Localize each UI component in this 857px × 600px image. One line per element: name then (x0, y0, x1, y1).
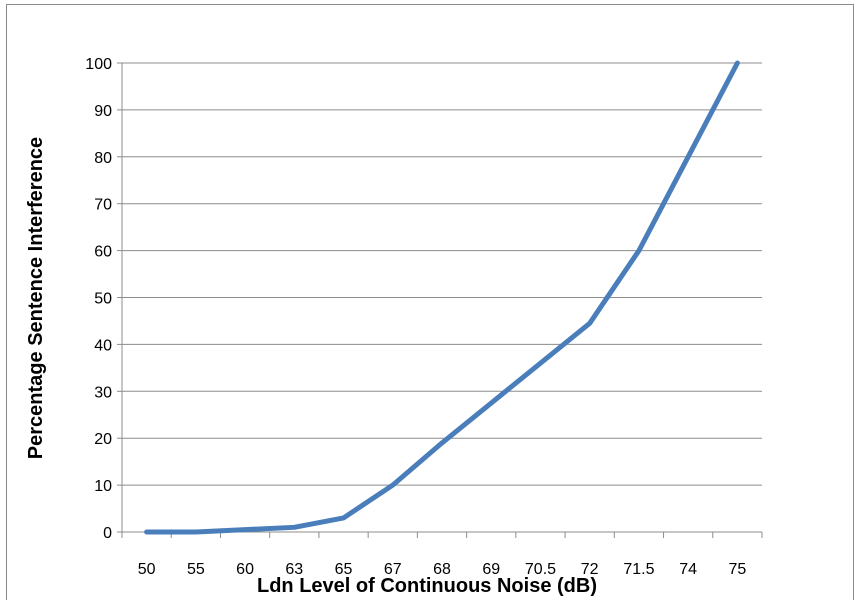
x-tick-label: 55 (187, 561, 205, 578)
x-axis-title: Ldn Level of Continuous Noise (dB) (257, 575, 597, 597)
series-layer (144, 60, 740, 535)
x-tick-label: 71.5 (623, 561, 654, 578)
y-tick-label: 0 (103, 525, 112, 542)
x-tick-label: 69 (482, 561, 500, 578)
y-tick-label: 50 (94, 291, 112, 308)
y-tick-label: 30 (94, 384, 112, 401)
x-tick-label: 74 (679, 561, 697, 578)
y-tick-label: 80 (94, 150, 112, 167)
x-tick-label: 50 (138, 561, 156, 578)
y-tick-labels: 0 10 20 30 40 50 60 70 80 90 100 (85, 56, 112, 542)
x-tick-label: 67 (384, 561, 402, 578)
y-tick-label: 10 (94, 478, 112, 495)
x-tick-label: 60 (236, 561, 254, 578)
y-tick-label: 20 (94, 431, 112, 448)
axes (121, 63, 763, 538)
x-tick-label: 68 (433, 561, 451, 578)
chart-frame (6, 4, 854, 600)
gridlines (117, 62, 762, 533)
y-tick-label: 40 (94, 337, 112, 354)
x-tick-labels: 50 55 60 63 65 67 68 69 70.5 72 71.5 74 75 (138, 561, 747, 578)
y-tick-label: 100 (85, 56, 112, 73)
y-tick-label: 90 (94, 103, 112, 120)
x-tick-label: 72 (581, 561, 599, 578)
x-tick-label: 63 (285, 561, 303, 578)
y-axis-title: Percentage Sentence Interference (25, 137, 47, 459)
x-tick-label: 75 (728, 561, 746, 578)
y-tick-label: 70 (94, 197, 112, 214)
x-tick-label: 65 (335, 561, 353, 578)
x-tick-label: 70.5 (525, 561, 556, 578)
y-tick-label: 60 (94, 244, 112, 261)
